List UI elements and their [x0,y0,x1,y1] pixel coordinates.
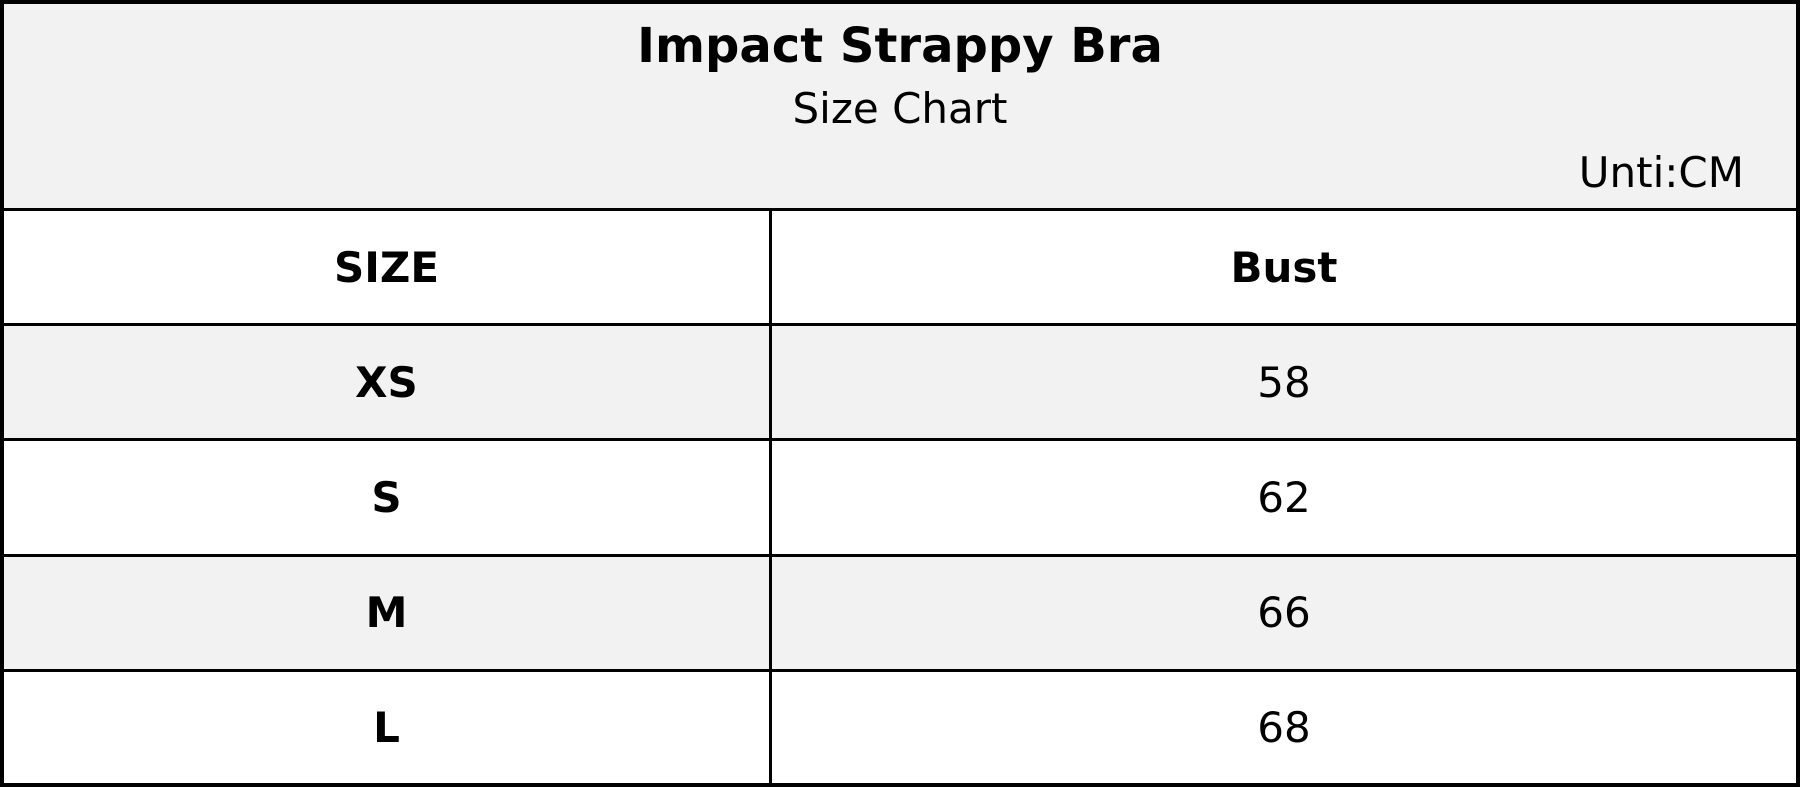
table-row: S 62 [4,441,1796,557]
table-row: M 66 [4,556,1796,672]
table-cell: 62 [1257,472,1311,522]
column-header: Bust [1230,242,1338,292]
header-row: SIZE Bust [4,211,1796,327]
table-cell: XS [4,326,772,439]
chart-header: Impact Strappy Bra Size Chart Unti:CM [4,4,1796,211]
table-cell: M [4,556,772,669]
table-row: L 68 [4,671,1796,783]
table-cell: L [4,671,772,783]
table-cell: 68 [1257,702,1311,752]
table-cell: 58 [1257,357,1311,407]
table-cell: S [4,441,772,554]
unit-label: Unti:CM [1578,148,1744,197]
table-row: XS 58 [4,326,1796,442]
title: Impact Strappy Bra [637,18,1163,74]
subtitle: Size Chart [792,84,1008,133]
column-header: SIZE [4,211,772,324]
table-cell: 66 [1257,588,1311,638]
